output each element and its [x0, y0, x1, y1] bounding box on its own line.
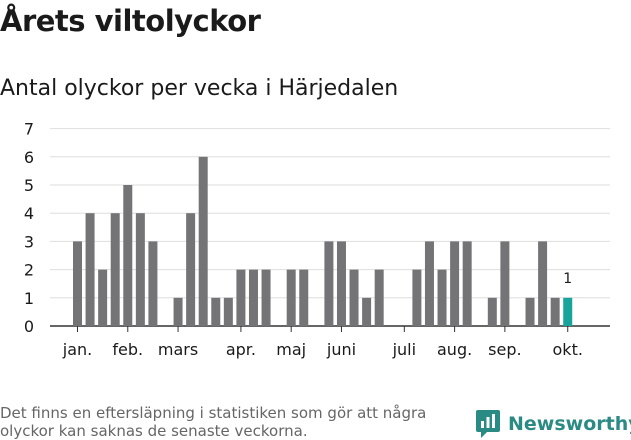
- bar-chart: 0 1 2 3 4 5 6 7 jan. feb. mars apr. maj juni juli aug.…: [24, 120, 610, 359]
- bar: [248, 269, 258, 326]
- bar: [110, 213, 120, 326]
- bar: [299, 269, 309, 326]
- x-tick-label: mars: [158, 340, 198, 359]
- x-tick-label: maj: [276, 340, 306, 359]
- bar: [538, 241, 548, 326]
- y-axis-ticks: 0 1 2 3 4 5 6 7: [24, 120, 34, 336]
- bar: [85, 213, 95, 326]
- y-tick-label: 3: [24, 232, 34, 251]
- x-tick-label: jan.: [62, 340, 92, 359]
- x-tick-label: sep.: [488, 340, 521, 359]
- brand-name: Newsworthy: [508, 413, 631, 435]
- bar: [261, 269, 271, 326]
- y-tick-label: 4: [24, 204, 34, 223]
- bar: [148, 241, 158, 326]
- bar: [211, 297, 221, 326]
- bar: [550, 297, 560, 326]
- bar: [362, 297, 372, 326]
- bar: [73, 241, 82, 326]
- data-labels: 1: [563, 271, 572, 287]
- x-tick-label: okt.: [553, 340, 583, 359]
- x-tick-label: juni: [326, 340, 356, 359]
- x-tick-label: apr.: [226, 340, 256, 359]
- chart-subtitle: Antal olyckor per vecka i Härjedalen: [0, 76, 399, 101]
- x-tick-label: juli: [392, 340, 416, 359]
- bar: [324, 241, 334, 326]
- y-tick-label: 6: [24, 148, 34, 167]
- bar: [500, 241, 510, 326]
- x-axis-ticks: jan. feb. mars apr. maj juni juli aug. sep. okt.: [62, 326, 583, 359]
- bar: [462, 241, 472, 326]
- bar: [424, 241, 434, 326]
- chart-title: Årets viltolyckor: [0, 4, 261, 38]
- y-tick-label: 0: [24, 317, 34, 336]
- y-tick-label: 5: [24, 176, 34, 195]
- y-tick-label: 7: [24, 120, 34, 139]
- bar: [98, 269, 108, 326]
- bar: [412, 269, 422, 326]
- bar: [349, 269, 359, 326]
- footnote: Det finns en eftersläpning i statistiken…: [0, 404, 427, 440]
- bar: [450, 241, 460, 326]
- bar: [123, 185, 133, 326]
- bars: [73, 156, 573, 326]
- bar: [236, 269, 246, 326]
- x-tick-label: feb.: [112, 340, 143, 359]
- bar: [223, 297, 233, 326]
- bar: [525, 297, 535, 326]
- bar: [198, 156, 208, 326]
- bar: [135, 213, 145, 326]
- newsworthy-logo-icon: [476, 410, 500, 438]
- bar: [186, 213, 196, 326]
- x-tick-label: aug.: [437, 340, 472, 359]
- bar: [336, 241, 346, 326]
- bar: [437, 269, 447, 326]
- bar: [487, 297, 497, 326]
- bar: [173, 297, 183, 326]
- y-tick-label: 2: [24, 261, 34, 280]
- bar: [286, 269, 296, 326]
- newsworthy-logo: Newsworthy: [475, 409, 631, 439]
- bar-highlight: [563, 297, 573, 326]
- highlight-data-label: 1: [563, 271, 572, 287]
- bar: [374, 269, 384, 326]
- y-tick-label: 1: [24, 289, 34, 308]
